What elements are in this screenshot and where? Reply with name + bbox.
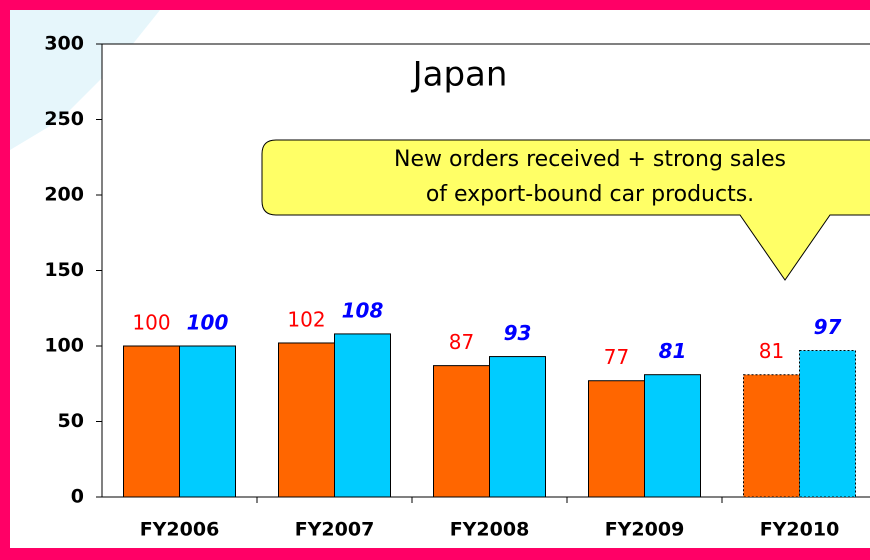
value-label: 102 [287,307,325,331]
y-tick-label: 50 [58,410,84,432]
y-tick-label: 0 [71,486,84,508]
bar [799,350,856,498]
value-label: 100 [187,311,229,335]
y-tick-label: 200 [44,184,84,206]
bar [743,374,800,498]
bar [433,365,490,498]
value-label: 108 [342,298,384,322]
bars [123,333,856,498]
value-label: 100 [132,311,170,335]
bar [334,333,391,498]
callout [261,139,870,281]
y-tick-label: 300 [44,33,84,55]
value-label: 87 [449,330,474,354]
chart-title: Japan [411,55,508,95]
y-tick-label: 100 [44,335,84,357]
bar [489,356,546,498]
bar [644,374,701,498]
annotation-line: of export-bound car products. [426,182,754,207]
annotation-line: New orders received + strong sales [394,147,786,172]
x-tick-label: FY2006 [140,519,220,541]
bar [588,380,645,498]
y-tick-label: 150 [44,259,84,281]
value-label: 81 [759,339,784,363]
axes [96,43,723,503]
value-label: 97 [814,315,842,339]
value-label: 93 [504,321,532,345]
x-tick-label: FY2010 [760,519,840,541]
x-tick-label: FY2009 [605,519,685,541]
x-tick-label: FY2007 [295,519,375,541]
x-tick-label: FY2008 [450,519,530,541]
y-tick-label: 250 [44,108,84,130]
bar [123,345,180,498]
bar [278,342,335,498]
bar [179,345,236,498]
value-label: 81 [659,339,687,363]
value-label: 77 [604,345,629,369]
